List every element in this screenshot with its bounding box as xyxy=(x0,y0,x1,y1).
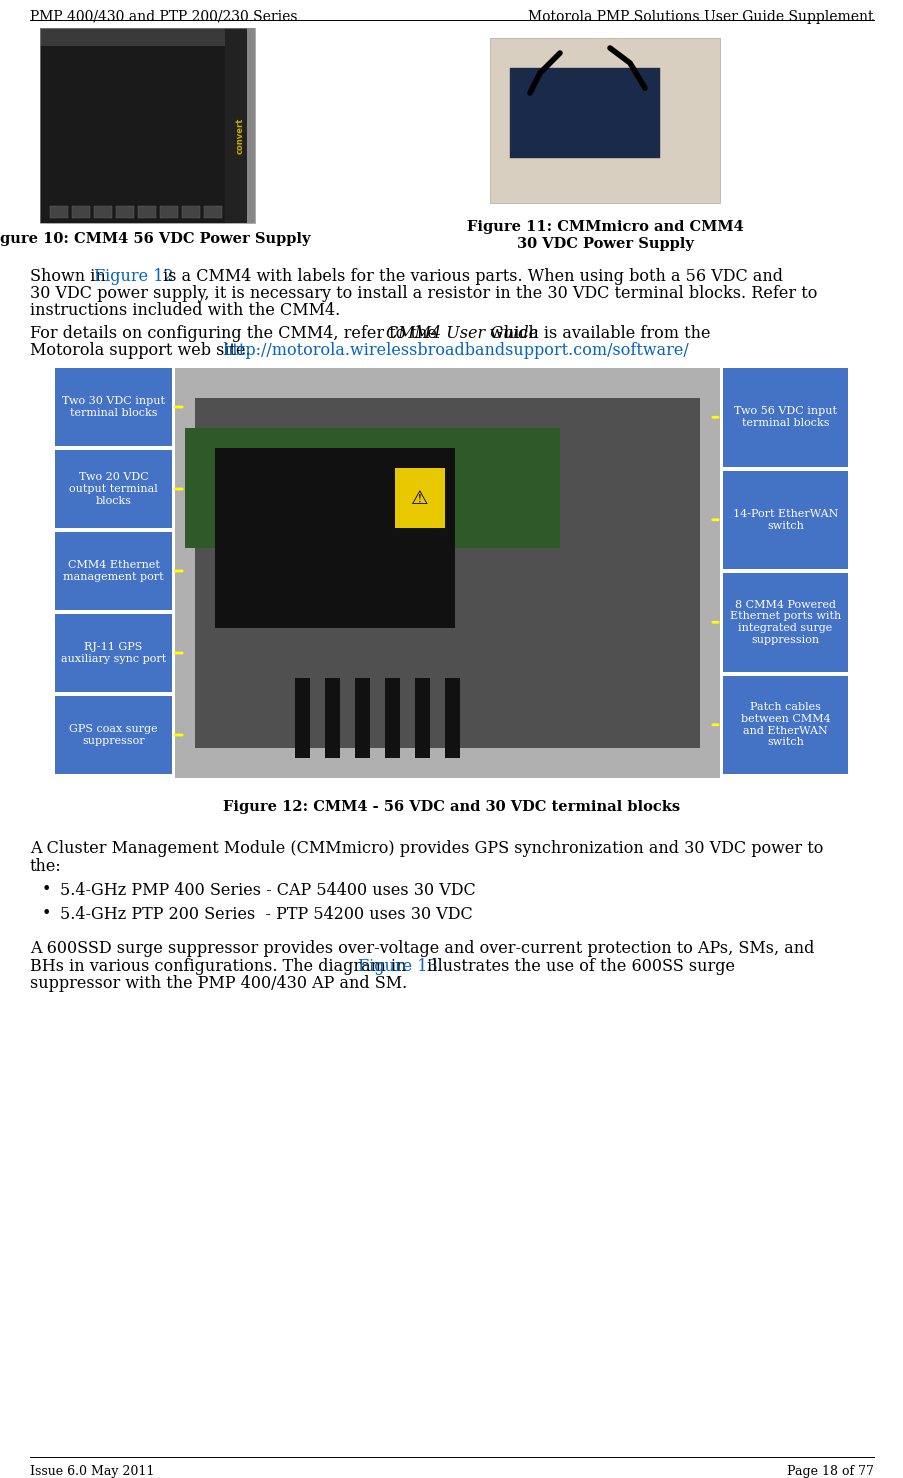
Bar xyxy=(55,532,172,610)
Bar xyxy=(722,470,847,569)
Bar xyxy=(444,678,460,758)
Text: A Cluster Management Module (CMMmicro) provides GPS synchronization and 30 VDC p: A Cluster Management Module (CMMmicro) p… xyxy=(30,840,823,857)
Bar xyxy=(385,678,399,758)
Text: 30 VDC power supply, it is necessary to install a resistor in the 30 VDC termina: 30 VDC power supply, it is necessary to … xyxy=(30,285,816,302)
Text: Shown in: Shown in xyxy=(30,268,111,285)
Bar xyxy=(225,28,255,223)
Bar xyxy=(175,368,719,777)
Bar xyxy=(414,678,430,758)
Text: •: • xyxy=(42,882,51,897)
Text: is a CMM4 with labels for the various parts. When using both a 56 VDC and: is a CMM4 with labels for the various pa… xyxy=(158,268,783,285)
Bar xyxy=(395,469,444,528)
Bar xyxy=(40,28,255,223)
Text: convert: convert xyxy=(236,117,244,154)
Text: 30 VDC Power Supply: 30 VDC Power Supply xyxy=(516,236,693,251)
Bar xyxy=(195,398,699,748)
Bar xyxy=(722,675,847,774)
Text: 5.4-GHz PTP 200 Series  - PTP 54200 uses 30 VDC: 5.4-GHz PTP 200 Series - PTP 54200 uses … xyxy=(60,906,472,922)
Text: suppressor with the PMP 400/430 AP and SM.: suppressor with the PMP 400/430 AP and S… xyxy=(30,975,406,992)
Bar xyxy=(722,573,847,671)
Bar xyxy=(160,205,178,217)
Text: Issue 6.0 May 2011: Issue 6.0 May 2011 xyxy=(30,1465,154,1478)
Bar xyxy=(509,68,659,158)
Text: 14-Port EtherWAN
switch: 14-Port EtherWAN switch xyxy=(732,508,837,531)
Text: Motorola support web site.: Motorola support web site. xyxy=(30,341,256,359)
Text: •: • xyxy=(42,906,51,921)
Bar xyxy=(185,429,559,548)
Text: Figure 12: CMM4 - 56 VDC and 30 VDC terminal blocks: Figure 12: CMM4 - 56 VDC and 30 VDC term… xyxy=(223,800,679,814)
Text: Figure 10: CMM4 56 VDC Power Supply: Figure 10: CMM4 56 VDC Power Supply xyxy=(0,232,311,245)
Text: Two 56 VDC input
terminal blocks: Two 56 VDC input terminal blocks xyxy=(733,406,836,429)
Bar xyxy=(50,205,68,217)
Text: http://motorola.wirelessbroadbandsupport.com/software/: http://motorola.wirelessbroadbandsupport… xyxy=(222,341,688,359)
Text: RJ-11 GPS
auxiliary sync port: RJ-11 GPS auxiliary sync port xyxy=(61,643,166,664)
Text: CMM4 Ethernet
management port: CMM4 Ethernet management port xyxy=(63,560,163,582)
Bar xyxy=(182,205,200,217)
Text: A 600SSD surge suppressor provides over-voltage and over-current protection to A: A 600SSD surge suppressor provides over-… xyxy=(30,940,814,956)
Text: Figure 11: CMMmicro and CMM4: Figure 11: CMMmicro and CMM4 xyxy=(466,220,742,234)
Bar xyxy=(204,205,222,217)
Text: GPS coax surge
suppressor: GPS coax surge suppressor xyxy=(70,724,158,746)
Text: 8 CMM4 Powered
Ethernet ports with
integrated surge
suppression: 8 CMM4 Powered Ethernet ports with integ… xyxy=(729,600,840,644)
Text: Figure 13: Figure 13 xyxy=(358,958,437,975)
Bar xyxy=(509,68,659,158)
Text: Page 18 of 77: Page 18 of 77 xyxy=(787,1465,873,1478)
Text: Patch cables
between CMM4
and EtherWAN
switch: Patch cables between CMM4 and EtherWAN s… xyxy=(740,702,830,748)
Text: PMP 400/430 and PTP 200/230 Series: PMP 400/430 and PTP 200/230 Series xyxy=(30,10,297,24)
Bar xyxy=(55,696,172,774)
Bar xyxy=(722,368,847,467)
Text: 5.4-GHz PMP 400 Series - CAP 54400 uses 30 VDC: 5.4-GHz PMP 400 Series - CAP 54400 uses … xyxy=(60,882,475,899)
Bar xyxy=(55,449,172,528)
Bar xyxy=(247,28,255,223)
Bar xyxy=(72,205,90,217)
Bar xyxy=(40,28,255,46)
Bar xyxy=(55,613,172,692)
Bar xyxy=(325,678,340,758)
Bar xyxy=(294,678,310,758)
Text: the:: the: xyxy=(30,859,61,875)
Bar xyxy=(489,38,719,202)
Text: Two 20 VDC
output terminal
blocks: Two 20 VDC output terminal blocks xyxy=(69,473,158,505)
Bar xyxy=(94,205,112,217)
Bar xyxy=(215,448,454,628)
Text: Figure 12: Figure 12 xyxy=(94,268,173,285)
Bar xyxy=(55,368,172,446)
Text: instructions included with the CMM4.: instructions included with the CMM4. xyxy=(30,302,340,319)
Text: Motorola PMP Solutions User Guide Supplement: Motorola PMP Solutions User Guide Supple… xyxy=(528,10,873,24)
Text: which is available from the: which is available from the xyxy=(485,325,710,341)
Bar xyxy=(355,678,369,758)
Text: ⚠: ⚠ xyxy=(411,489,428,507)
Text: Two 30 VDC input
terminal blocks: Two 30 VDC input terminal blocks xyxy=(62,396,165,418)
Bar xyxy=(138,205,156,217)
Bar xyxy=(40,28,255,223)
Text: illustrates the use of the 600SS surge: illustrates the use of the 600SS surge xyxy=(422,958,734,975)
Text: For details on configuring the CMM4, refer to the: For details on configuring the CMM4, ref… xyxy=(30,325,442,341)
Text: CMM4 User Guide: CMM4 User Guide xyxy=(386,325,538,341)
Bar xyxy=(116,205,134,217)
Text: BHs in various configurations. The diagram in: BHs in various configurations. The diagr… xyxy=(30,958,411,975)
